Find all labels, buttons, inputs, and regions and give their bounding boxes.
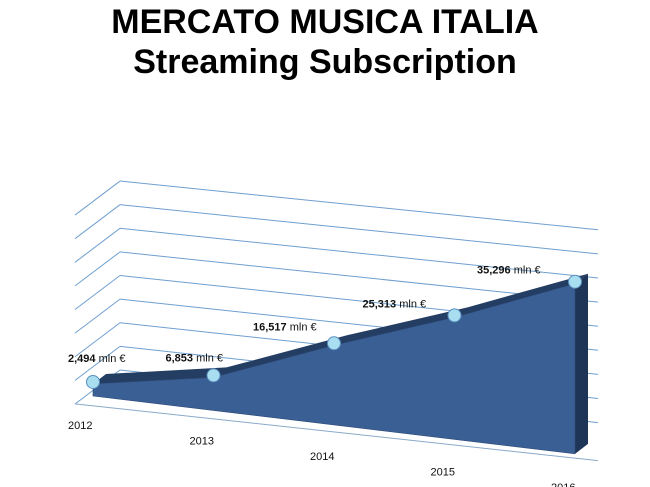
gridline: [119, 180, 599, 231]
data-label: 2,494 mln €: [68, 353, 126, 365]
x-axis: 2012 2013 2014 2015 2016: [68, 403, 599, 487]
gridline: [119, 227, 599, 279]
data-label: 6,853 mln €: [166, 352, 224, 364]
gridline-depth: [74, 275, 121, 310]
gridline-depth: [74, 251, 121, 287]
area-front-face: [92, 283, 576, 455]
area-series: [92, 273, 588, 455]
gridline-depth: [74, 322, 121, 358]
data-label: 16,517 mln €: [253, 321, 317, 333]
x-tick-label: 2016: [551, 482, 575, 487]
area-side-face: [575, 273, 588, 454]
chart-title-line1: MERCATO MUSICA ITALIA: [111, 3, 539, 41]
x-axis-line: [74, 403, 599, 462]
data-point-marker: [206, 368, 221, 383]
data-point-marker: [568, 274, 582, 289]
data-labels: 2,494 mln € 6,853 mln € 16,517 mln € 25,313…: [68, 265, 541, 365]
gridline-depth: [74, 204, 121, 240]
x-tick-label: 2013: [190, 435, 214, 447]
x-tick-label: 2014: [310, 451, 334, 463]
area-top-face: [93, 273, 588, 384]
gridline-depth: [74, 227, 121, 263]
x-tick-label: 2015: [431, 466, 455, 478]
data-point-marker: [327, 336, 341, 351]
gridline-depth: [74, 180, 121, 216]
data-label: 35,296 mln €: [477, 265, 541, 277]
data-label: 25,313 mln €: [363, 298, 427, 310]
x-tick-label: 2012: [68, 420, 92, 432]
chart-title-line2: Streaming Subscription: [133, 43, 517, 81]
gridline-depth: [74, 345, 121, 381]
data-point-marker: [86, 374, 100, 389]
data-markers: [86, 274, 582, 389]
gridline: [119, 204, 599, 255]
data-point-marker: [447, 308, 462, 323]
gridline-depth: [74, 298, 121, 334]
